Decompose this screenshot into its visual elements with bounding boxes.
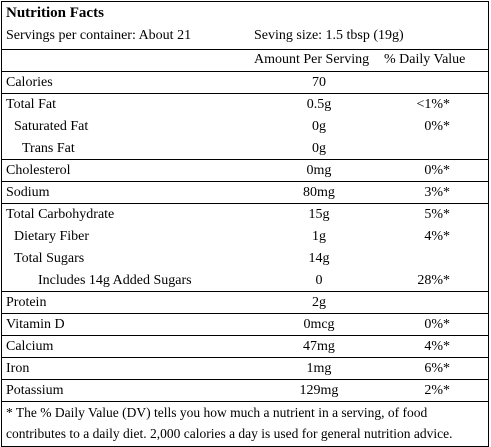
daily-value: 0%* <box>424 317 450 332</box>
nutrient-label: Dietary Fiber <box>14 229 90 244</box>
nutrient-amount: 14g <box>308 251 330 266</box>
nutrient-label: Total Carbohydrate <box>6 207 115 222</box>
nutrient-row: Saturated Fat 0g 0%* <box>2 116 488 138</box>
nutrient-row: Calcium 47mg 4%* <box>2 336 488 358</box>
nutrient-amount: 2g <box>312 295 326 310</box>
nutrient-label: Includes 14g Added Sugars <box>38 273 192 288</box>
nutrient-label: Sodium <box>6 185 50 200</box>
daily-value: 4%* <box>424 339 450 354</box>
nutrient-row: Iron 1mg 6%* <box>2 358 488 380</box>
nutrient-amount: 47mg <box>303 339 335 354</box>
nutrient-row: Includes 14g Added Sugars 0 28%* <box>2 270 488 292</box>
daily-value: 4%* <box>424 229 450 244</box>
nutrient-row: Total Sugars 14g <box>2 248 488 270</box>
nutrient-row: Trans Fat 0g <box>2 138 488 160</box>
divider <box>2 49 488 50</box>
nutrient-amount: 0mg <box>306 163 332 178</box>
amount-header: Amount Per Serving <box>254 52 370 67</box>
divider <box>2 401 488 402</box>
nutrient-label: Iron <box>6 361 30 376</box>
nutrient-amount: 80mg <box>303 185 335 200</box>
nutrient-label: Trans Fat <box>22 141 75 156</box>
nutrient-amount: 70 <box>312 75 326 90</box>
nutrient-label: Total Sugars <box>14 251 85 266</box>
nutrient-row: Potassium 129mg 2%* <box>2 380 488 402</box>
daily-value: <1%* <box>416 97 450 112</box>
nutrient-label: Cholesterol <box>6 163 71 178</box>
servings: Servings per container: About 21 <box>6 28 192 43</box>
nutrient-row: Sodium 80mg 3%* <box>2 182 488 204</box>
nutrient-amount: 0g <box>312 141 326 156</box>
nutrient-label: Protein <box>6 295 47 310</box>
nutrient-amount: 129mg <box>299 383 339 398</box>
nutrient-label: Calories <box>6 75 53 90</box>
title: Nutrition Facts <box>6 5 104 21</box>
nutrient-row: Total Carbohydrate 15g 5%* <box>2 204 488 226</box>
daily-value: 0%* <box>424 163 450 178</box>
daily-value: 0%* <box>424 119 450 134</box>
nutrient-label: Saturated Fat <box>14 119 89 134</box>
daily-value: 6%* <box>424 361 450 376</box>
nutrient-row: Cholesterol 0mg 0%* <box>2 160 488 182</box>
nutrient-amount: 15g <box>308 207 330 222</box>
nutrient-label: Potassium <box>6 383 64 398</box>
nutrient-row: Dietary Fiber 1g 4%* <box>2 226 488 248</box>
daily-value: 2%* <box>424 383 450 398</box>
nutrient-amount: 0g <box>312 119 326 134</box>
nutrient-amount: 0 <box>315 273 323 288</box>
nutrient-row: Protein 2g <box>2 292 488 314</box>
dv-header: % Daily Value <box>384 52 466 67</box>
nutrient-row: Vitamin D 0mcg 0%* <box>2 314 488 336</box>
nutrient-row: Total Fat 0.5g <1%* <box>2 94 488 116</box>
nutrient-label: Calcium <box>6 339 54 354</box>
daily-value: 28%* <box>417 273 450 288</box>
daily-value: 5%* <box>424 207 450 222</box>
nutrient-label: Total Fat <box>6 97 56 112</box>
nutrient-amount: 0mcg <box>303 317 335 332</box>
nutrient-row: Calories 70 <box>2 72 488 94</box>
daily-value: 3%* <box>424 185 450 200</box>
nutrient-amount: 1mg <box>306 361 332 376</box>
divider <box>2 71 488 72</box>
footnote: * The % Daily Value (DV) tells you how m… <box>6 405 453 441</box>
nutrient-amount: 0.5g <box>306 97 332 112</box>
nutrient-label: Vitamin D <box>6 317 65 332</box>
nutrient-amount: 1g <box>312 229 326 244</box>
serving-size: Seving size: 1.5 tbsp (19g) <box>254 28 404 43</box>
